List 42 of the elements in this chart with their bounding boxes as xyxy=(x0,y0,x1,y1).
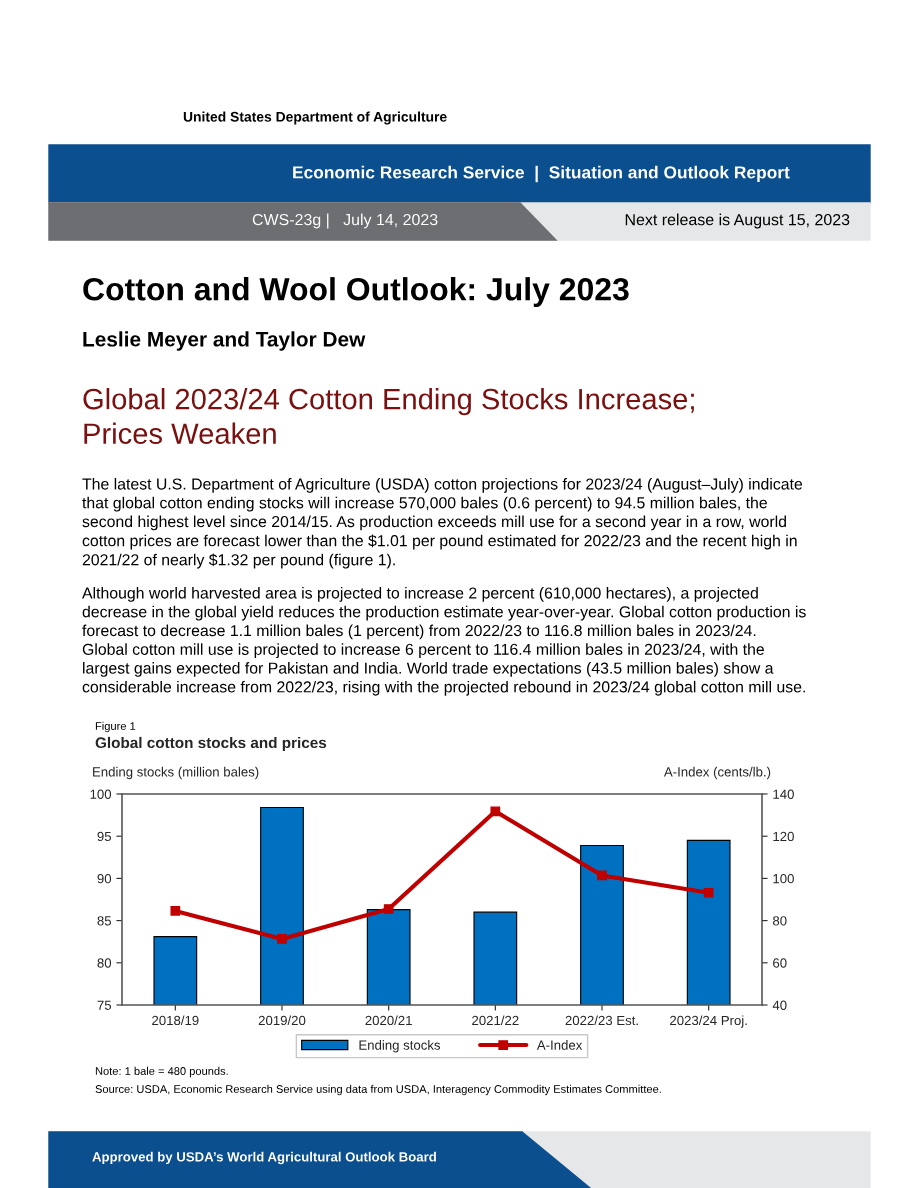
point xyxy=(703,887,714,898)
x-tick-label: 2022/23 Est. xyxy=(565,1015,638,1026)
y-tick-label: 100 xyxy=(90,789,112,799)
y2-tick-label: 120 xyxy=(773,831,794,842)
x-tick-label: 2023/24 Proj. xyxy=(670,1015,747,1028)
caption: Figure 1 xyxy=(95,721,136,733)
point xyxy=(490,806,501,817)
y2-tick-label: 40 xyxy=(772,1000,787,1010)
text: Leslie Meyer and Taylor Dew xyxy=(83,331,366,351)
text: Economic Research Service | Situation and Outlook Report xyxy=(293,165,790,183)
text: United States Department of Agriculture xyxy=(183,111,447,125)
y-tick-label: 85 xyxy=(97,916,112,926)
text: CWS-23g | July 14, 2023 xyxy=(252,213,438,229)
y2-tick-label: 140 xyxy=(773,789,794,799)
y2-tick-label: 60 xyxy=(773,958,787,968)
text: Cotton and Wool Outlook: July 2023 xyxy=(83,277,629,307)
y-axis-title: Ending stocks (million bales) xyxy=(93,766,259,780)
y-tick-label: 75 xyxy=(97,1000,112,1010)
y-tick-label: 95 xyxy=(97,831,112,842)
text: Global 2023/24 Cotton Ending Stocks Increase; Prices Weaken xyxy=(83,388,694,445)
source-note: Source: USDA, Economic Research Service using data from USDA, Interagency Commodity Estimates Committee. xyxy=(95,1084,661,1096)
x-tick-label: 2018/19 xyxy=(152,1015,199,1026)
legend-label: A-Index xyxy=(536,1040,583,1050)
point xyxy=(170,906,181,916)
text: The latest U.S. Department of Agriculture (USDA) cotton projections for 2023/24 (August–July) indicate that global cotton ending stocks will increase 570,000 bales (0.6 percent) to 94.5 million bales, the second highest level since 2014/15. As production exceeds mill use for a second year in a row, world cotton prices are forecast lower than the $1.01 per pound estimated for 2022/23 and the recent high in 2021/22 of nearly $1.32 per pound (figure 1). xyxy=(82,478,803,569)
text: Although world harvested area is projected to increase 2 percent (610,000 hectares), a projected decrease in the global yield reduces the production estimate year-over-year. Global cotton production is forecast to decrease 1.1 million bales (1 percent) from 2022/23 to 116.8 million bales in 2023/24. Global cotton mill use is projected to increase 6 percent to 116.4 million bales in 2023/24, with the largest gains expected for Pakistan and India. World trade expectations (43.5 million bales) show a considerable increase from 2022/23, rising with the projected rebound in 2023/24 global cotton mill use. xyxy=(82,587,806,696)
text: Approved by USDA’s World Agricultural Outlook Board xyxy=(92,1151,436,1165)
x-tick-label: 2020/21 xyxy=(365,1015,412,1026)
text: Note: 1 bale = 480 pounds. xyxy=(95,1066,228,1078)
text: Next release is August 15, 2023 xyxy=(625,213,850,229)
x-tick-label: 2021/22 xyxy=(472,1015,519,1026)
legend-label: Ending stocks xyxy=(359,1040,441,1053)
y-tick-label: 90 xyxy=(97,873,112,884)
chart-title: Global cotton stocks and prices xyxy=(95,736,327,752)
point xyxy=(597,870,607,881)
y2-axis-title: A-Index (cents/lb.) xyxy=(663,766,771,780)
x-tick-label: 2019/20 xyxy=(258,1015,306,1026)
y-tick-label: 80 xyxy=(97,958,112,968)
point xyxy=(277,934,287,944)
y2-tick-label: 100 xyxy=(773,873,794,884)
y2-tick-label: 80 xyxy=(772,916,787,926)
point xyxy=(383,904,394,914)
